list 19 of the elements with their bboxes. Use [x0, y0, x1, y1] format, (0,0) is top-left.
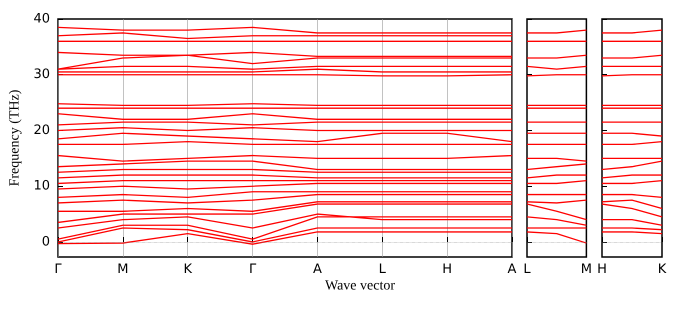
- x-tick-label: M: [117, 262, 128, 277]
- x-tick-label: L: [523, 262, 532, 277]
- x-tick-label: A: [312, 262, 322, 277]
- y-axis-title: Frequency (THz): [8, 89, 22, 186]
- y-tick-label: 0: [42, 234, 50, 250]
- x-tick-label: K: [658, 262, 667, 277]
- x-tick-label: L: [378, 262, 387, 277]
- x-tick-label: M: [580, 262, 592, 277]
- x-tick-label: H: [597, 262, 607, 277]
- x-tick-label: Γ: [248, 262, 257, 277]
- y-tick-label: 20: [33, 122, 50, 138]
- y-tick-label: 10: [33, 178, 50, 194]
- y-tick-label: 30: [33, 67, 50, 82]
- x-tick-label: K: [183, 262, 192, 277]
- x-tick-label: A: [508, 262, 517, 277]
- y-tick-label: 40: [33, 12, 50, 26]
- x-tick-label: Γ: [54, 262, 62, 277]
- x-axis-title: Wave vector: [325, 278, 396, 294]
- x-tick-label: H: [442, 262, 452, 277]
